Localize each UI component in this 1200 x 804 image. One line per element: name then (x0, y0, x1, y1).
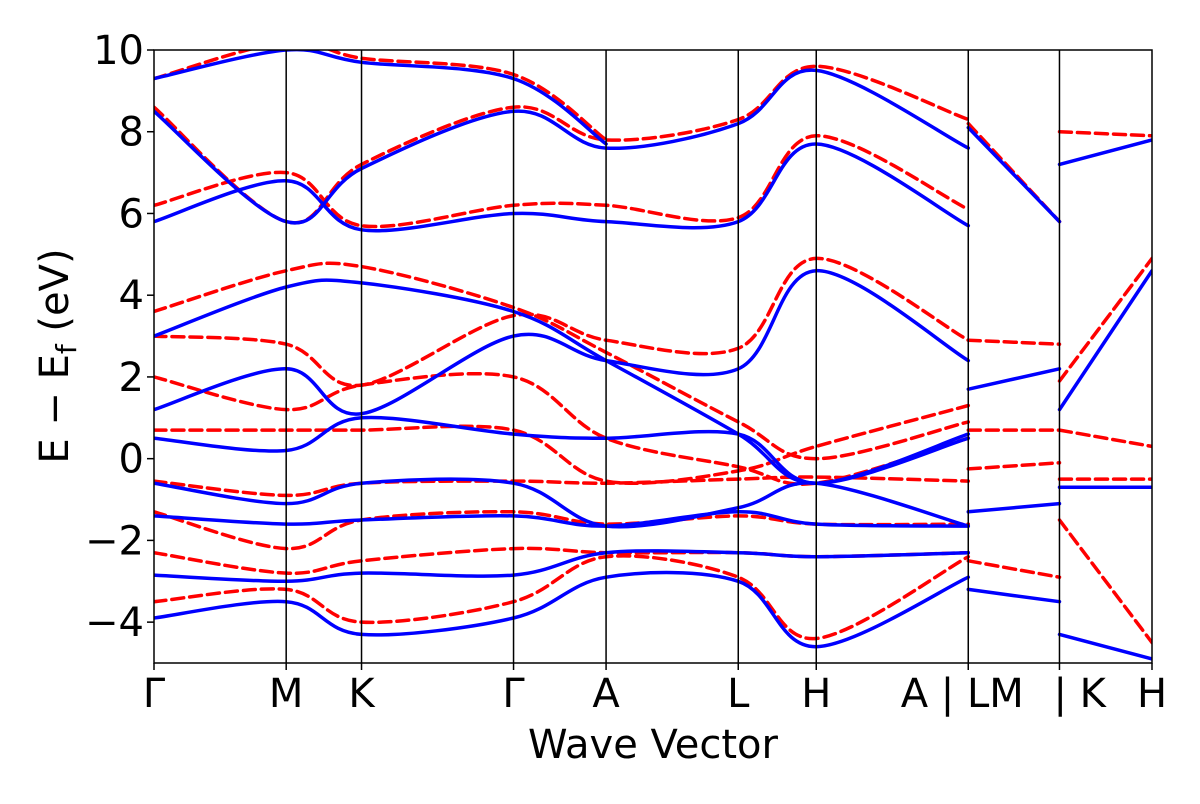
y-axis-ticks: −4 −2 0 2 4 6 8 10 (85, 28, 154, 646)
band-model-15 (154, 415, 971, 485)
x-tick-label: Γ (502, 671, 525, 717)
k-point-lines (285, 50, 1061, 663)
band-model-37 (1057, 268, 1152, 412)
band-dft-5 (154, 371, 971, 486)
x-tick-label: H (801, 671, 831, 717)
y-tick-label: −4 (85, 600, 144, 646)
band-model-16 (154, 268, 971, 416)
x-tick-label: A (592, 671, 620, 717)
band-dft-7 (154, 261, 971, 461)
x-tick-label: Γ (143, 671, 166, 717)
x-tick-label: L (727, 671, 750, 717)
x-axis-title: Wave Vector (528, 722, 779, 768)
band-model-28 (966, 367, 1062, 391)
x-tick-label: | K (1053, 671, 1107, 717)
band-dft-24 (966, 338, 1062, 346)
y-axis-title-unit: (eV) (32, 248, 78, 344)
band-dft-30 (1057, 518, 1152, 645)
band-dft-9 (154, 64, 971, 225)
y-tick-label: 10 (93, 28, 144, 74)
y-axis-title: E − Ef (eV) (32, 248, 83, 463)
band-model-11 (154, 570, 971, 649)
x-tick-label: A | LM (901, 671, 1024, 717)
x-tick-label: M (269, 671, 304, 717)
band-model-26 (966, 587, 1062, 604)
y-tick-label: 4 (119, 273, 144, 319)
band-dft-4 (154, 403, 971, 485)
band-model-38 (1057, 138, 1152, 167)
band-model-20 (154, 50, 608, 146)
band-model-27 (966, 501, 1062, 514)
bands-layer (154, 50, 1152, 661)
band-dft-32 (1057, 428, 1152, 449)
band-dft-21 (966, 559, 1062, 579)
band-model-29 (966, 125, 1062, 224)
band-dft-22 (966, 461, 1062, 471)
band-dft-2 (154, 509, 971, 551)
y-axis-title-main: E − E (32, 354, 78, 464)
y-tick-label: 8 (119, 110, 144, 156)
band-model-19 (154, 68, 971, 225)
x-tick-label: K (348, 671, 376, 717)
band-dft-1 (154, 546, 971, 575)
y-tick-label: −2 (85, 518, 144, 564)
y-tick-label: 0 (119, 437, 144, 483)
y-axis-title-sub: f (50, 343, 83, 354)
band-dft-34 (1057, 129, 1152, 138)
plot-frame (153, 49, 1153, 664)
band-dft-33 (1057, 256, 1152, 383)
band-model-35 (1057, 632, 1152, 661)
x-tick-label: H (1137, 671, 1167, 717)
y-tick-label: 2 (119, 355, 144, 401)
y-tick-label: 6 (119, 191, 144, 237)
